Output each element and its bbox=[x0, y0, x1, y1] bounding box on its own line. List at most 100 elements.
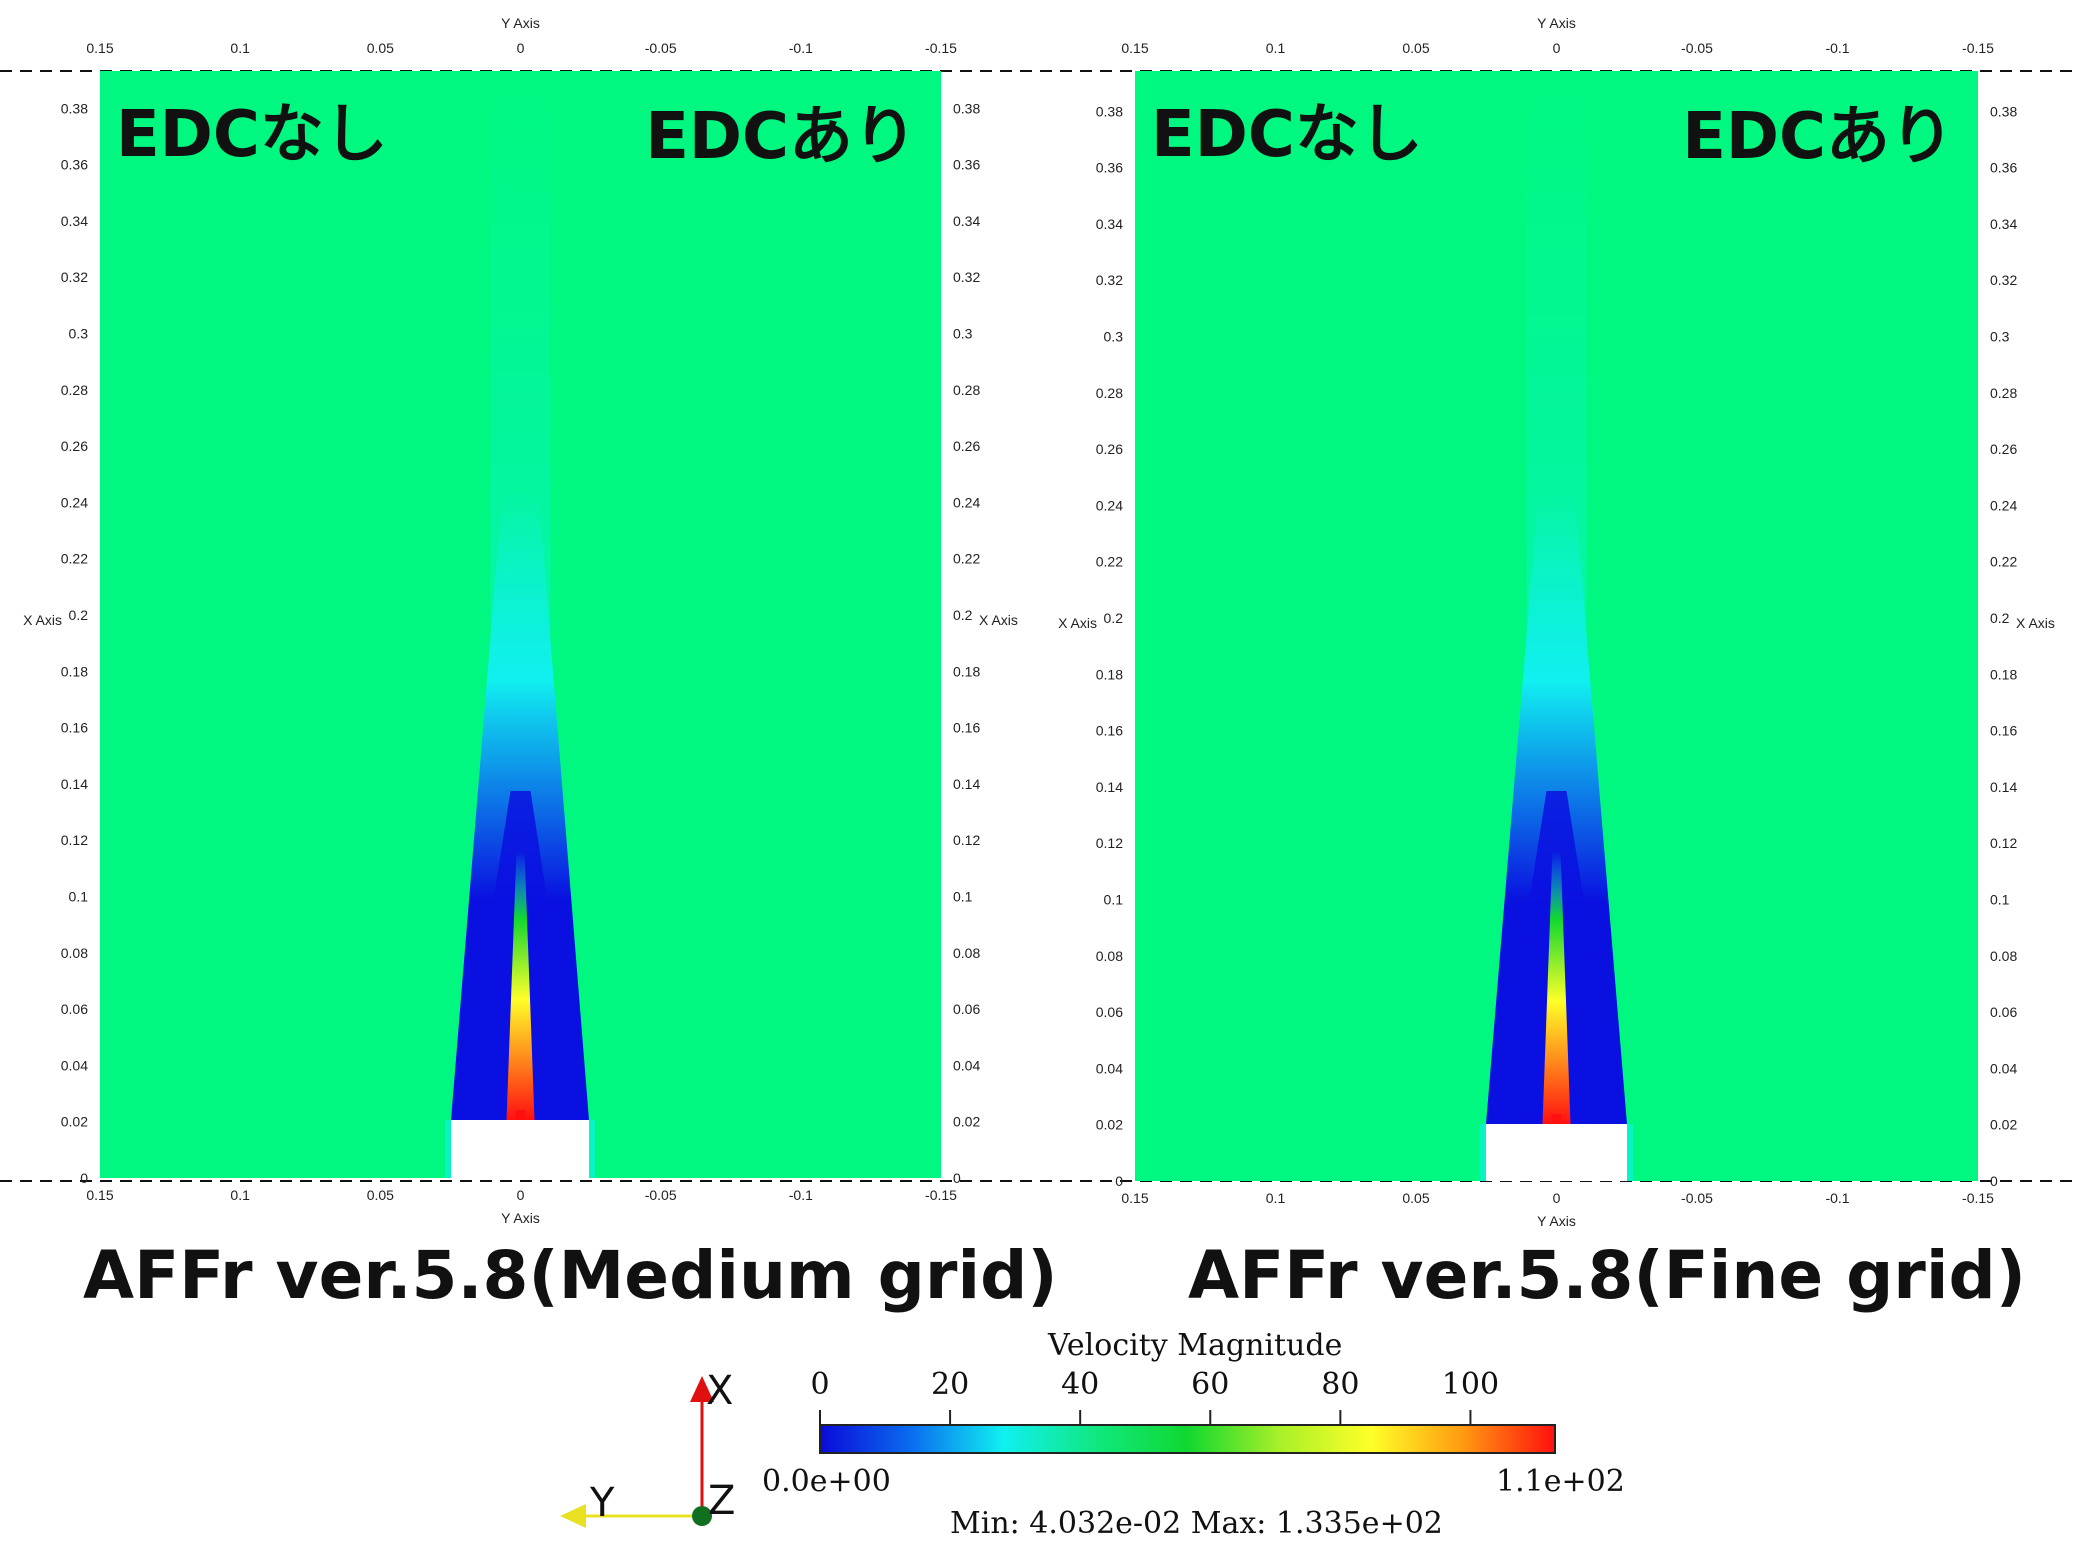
jet-core bbox=[506, 851, 535, 1120]
right-x-axis-tick: 0.3 bbox=[1990, 329, 2010, 345]
z-direction-dot bbox=[692, 1506, 712, 1526]
colorbar-tick-label: 40 bbox=[1061, 1367, 1099, 1402]
orientation-z-label: Z bbox=[708, 1478, 735, 1524]
top-y-axis-tick: 0.05 bbox=[1402, 40, 1429, 56]
right-x-axis-tick: 0.34 bbox=[953, 213, 980, 229]
right-x-axis-tick: 0 bbox=[953, 1170, 961, 1186]
left-x-axis-tick: 0.12 bbox=[1096, 835, 1123, 851]
right-x-axis-tick: 0.16 bbox=[1990, 723, 2017, 739]
orientation-y-label: Y bbox=[589, 1480, 615, 1526]
bottom-y-axis-tick: -0.1 bbox=[1825, 1190, 1849, 1206]
top-y-axis-tick: -0.15 bbox=[925, 40, 957, 56]
top-y-axis-tick: -0.05 bbox=[1681, 40, 1713, 56]
colorbar-tick-label: 80 bbox=[1321, 1367, 1359, 1402]
right-axis-title: X Axis bbox=[2016, 615, 2055, 631]
left-x-axis-tick: 0.32 bbox=[61, 269, 88, 285]
colorbar-tick-label: 100 bbox=[1442, 1367, 1499, 1402]
left-x-axis-tick: 0.02 bbox=[61, 1114, 88, 1130]
top-y-axis-tick: 0.05 bbox=[367, 40, 394, 56]
right-x-axis-tick: 0.06 bbox=[1990, 1004, 2017, 1020]
panels: EDCなし EDCあり 0.15 0.15 0.1 0.1 0.05 0.05 0 0 -0.05 -… bbox=[23, 15, 2055, 1229]
colorbar-title: Velocity Magnitude bbox=[1047, 1328, 1342, 1363]
right-x-axis-tick: 0.2 bbox=[1990, 610, 2010, 626]
right-x-axis-tick: 0.02 bbox=[953, 1114, 980, 1130]
left-x-axis-tick: 0.06 bbox=[1096, 1004, 1123, 1020]
orientation-x-label: X bbox=[706, 1368, 733, 1414]
y-arrow-head bbox=[560, 1504, 586, 1528]
right-x-axis-tick: 0.16 bbox=[953, 720, 980, 736]
right-axis-title: X Axis bbox=[979, 612, 1018, 628]
left-axis-title: X Axis bbox=[1058, 615, 1097, 631]
left-axis-title: X Axis bbox=[23, 612, 62, 628]
nozzle-edge-right bbox=[589, 1120, 595, 1178]
left-x-axis-tick: 0.32 bbox=[1096, 272, 1123, 288]
right-x-axis-tick: 0.1 bbox=[1990, 892, 2010, 908]
bottom-y-axis-tick: -0.15 bbox=[1962, 1190, 1994, 1206]
nozzle-edge-right bbox=[1627, 1124, 1633, 1181]
right-x-axis-tick: 0.26 bbox=[1990, 441, 2017, 457]
caption-fine: AFFr ver.5.8(Fine grid) bbox=[1188, 1237, 2026, 1314]
nozzle-solid bbox=[451, 1120, 589, 1178]
top-axis-title: Y Axis bbox=[1537, 15, 1576, 31]
left-x-axis-tick: 0.18 bbox=[61, 663, 88, 679]
left-x-axis-tick: 0.36 bbox=[1096, 160, 1123, 176]
bottom-y-axis-tick: -0.05 bbox=[1681, 1190, 1713, 1206]
right-x-axis-tick: 0.2 bbox=[953, 607, 973, 623]
left-x-axis-tick: 0.28 bbox=[61, 382, 88, 398]
right-x-axis-tick: 0.24 bbox=[1990, 497, 2017, 513]
left-x-axis-tick: 0.14 bbox=[61, 776, 88, 792]
bottom-y-axis-tick: 0.15 bbox=[1121, 1190, 1148, 1206]
right-x-axis-tick: 0.32 bbox=[1990, 272, 2017, 288]
top-y-axis-tick: -0.05 bbox=[645, 40, 677, 56]
nozzle-edge-left bbox=[1480, 1124, 1486, 1181]
fuel-injector bbox=[1551, 1114, 1562, 1124]
left-x-axis-tick: 0.22 bbox=[61, 551, 88, 567]
right-x-axis-tick: 0.36 bbox=[1990, 160, 2017, 176]
bottom-y-axis-tick: 0.05 bbox=[367, 1187, 394, 1203]
left-x-axis-tick: 0.24 bbox=[1096, 497, 1123, 513]
right-x-axis-tick: 0.08 bbox=[953, 945, 980, 961]
bottom-y-axis-tick: 0.05 bbox=[1402, 1190, 1429, 1206]
left-x-axis-tick: 0.34 bbox=[1096, 216, 1123, 232]
top-y-axis-tick: -0.15 bbox=[1962, 40, 1994, 56]
right-x-axis-tick: 0.06 bbox=[953, 1001, 980, 1017]
right-x-axis-tick: 0.38 bbox=[1990, 103, 2017, 119]
left-x-axis-tick: 0.08 bbox=[61, 945, 88, 961]
right-x-axis-tick: 0.26 bbox=[953, 438, 980, 454]
right-x-axis-tick: 0.34 bbox=[1990, 216, 2017, 232]
left-x-axis-tick: 0.16 bbox=[61, 720, 88, 736]
top-y-axis-tick: 0.15 bbox=[1121, 40, 1148, 56]
top-y-axis-tick: -0.1 bbox=[789, 40, 813, 56]
left-x-axis-tick: 0.38 bbox=[61, 100, 88, 116]
right-x-axis-tick: 0.28 bbox=[953, 382, 980, 398]
right-x-axis-tick: 0.18 bbox=[953, 663, 980, 679]
bottom-y-axis-tick: 0 bbox=[517, 1187, 525, 1203]
top-y-axis-tick: 0.15 bbox=[86, 40, 113, 56]
left-x-axis-tick: 0.08 bbox=[1096, 948, 1123, 964]
right-x-axis-tick: 0.04 bbox=[1990, 1060, 2017, 1076]
left-x-axis-tick: 0.04 bbox=[1096, 1060, 1123, 1076]
left-x-axis-tick: 0.2 bbox=[1104, 610, 1124, 626]
bottom-y-axis-tick: 0.1 bbox=[230, 1187, 250, 1203]
colorbar-range-min: 0.0e+00 bbox=[762, 1464, 891, 1499]
colorbar-tick-label: 60 bbox=[1191, 1367, 1229, 1402]
fuel-injector bbox=[515, 1110, 526, 1120]
nozzle-edge-left bbox=[445, 1120, 451, 1178]
right-x-axis-tick: 0.04 bbox=[953, 1057, 980, 1073]
label-without-edc: EDCなし bbox=[116, 98, 388, 172]
x-arrow-head bbox=[690, 1376, 714, 1402]
left-x-axis-tick: 0.14 bbox=[1096, 779, 1123, 795]
right-x-axis-tick: 0.08 bbox=[1990, 948, 2017, 964]
left-x-axis-tick: 0.3 bbox=[1104, 329, 1124, 345]
top-y-axis-tick: 0 bbox=[1553, 40, 1561, 56]
label-with-edc: EDCあり bbox=[1682, 100, 1954, 174]
colorbar-tick-label: 0 bbox=[810, 1367, 829, 1402]
right-x-axis-tick: 0.36 bbox=[953, 157, 980, 173]
jet-core bbox=[1542, 851, 1571, 1124]
panel-fine: EDCなし EDCあり 0.15 0.15 0.1 0.1 0.05 0.05 0 0 -0.05 -… bbox=[1058, 15, 2055, 1229]
left-x-axis-tick: 0.38 bbox=[1096, 103, 1123, 119]
colorbar: Velocity Magnitude 0 20 40 60 80 100 0.0e+00 … bbox=[762, 1328, 1625, 1541]
right-x-axis-tick: 0.22 bbox=[953, 551, 980, 567]
left-x-axis-tick: 0.2 bbox=[69, 607, 89, 623]
